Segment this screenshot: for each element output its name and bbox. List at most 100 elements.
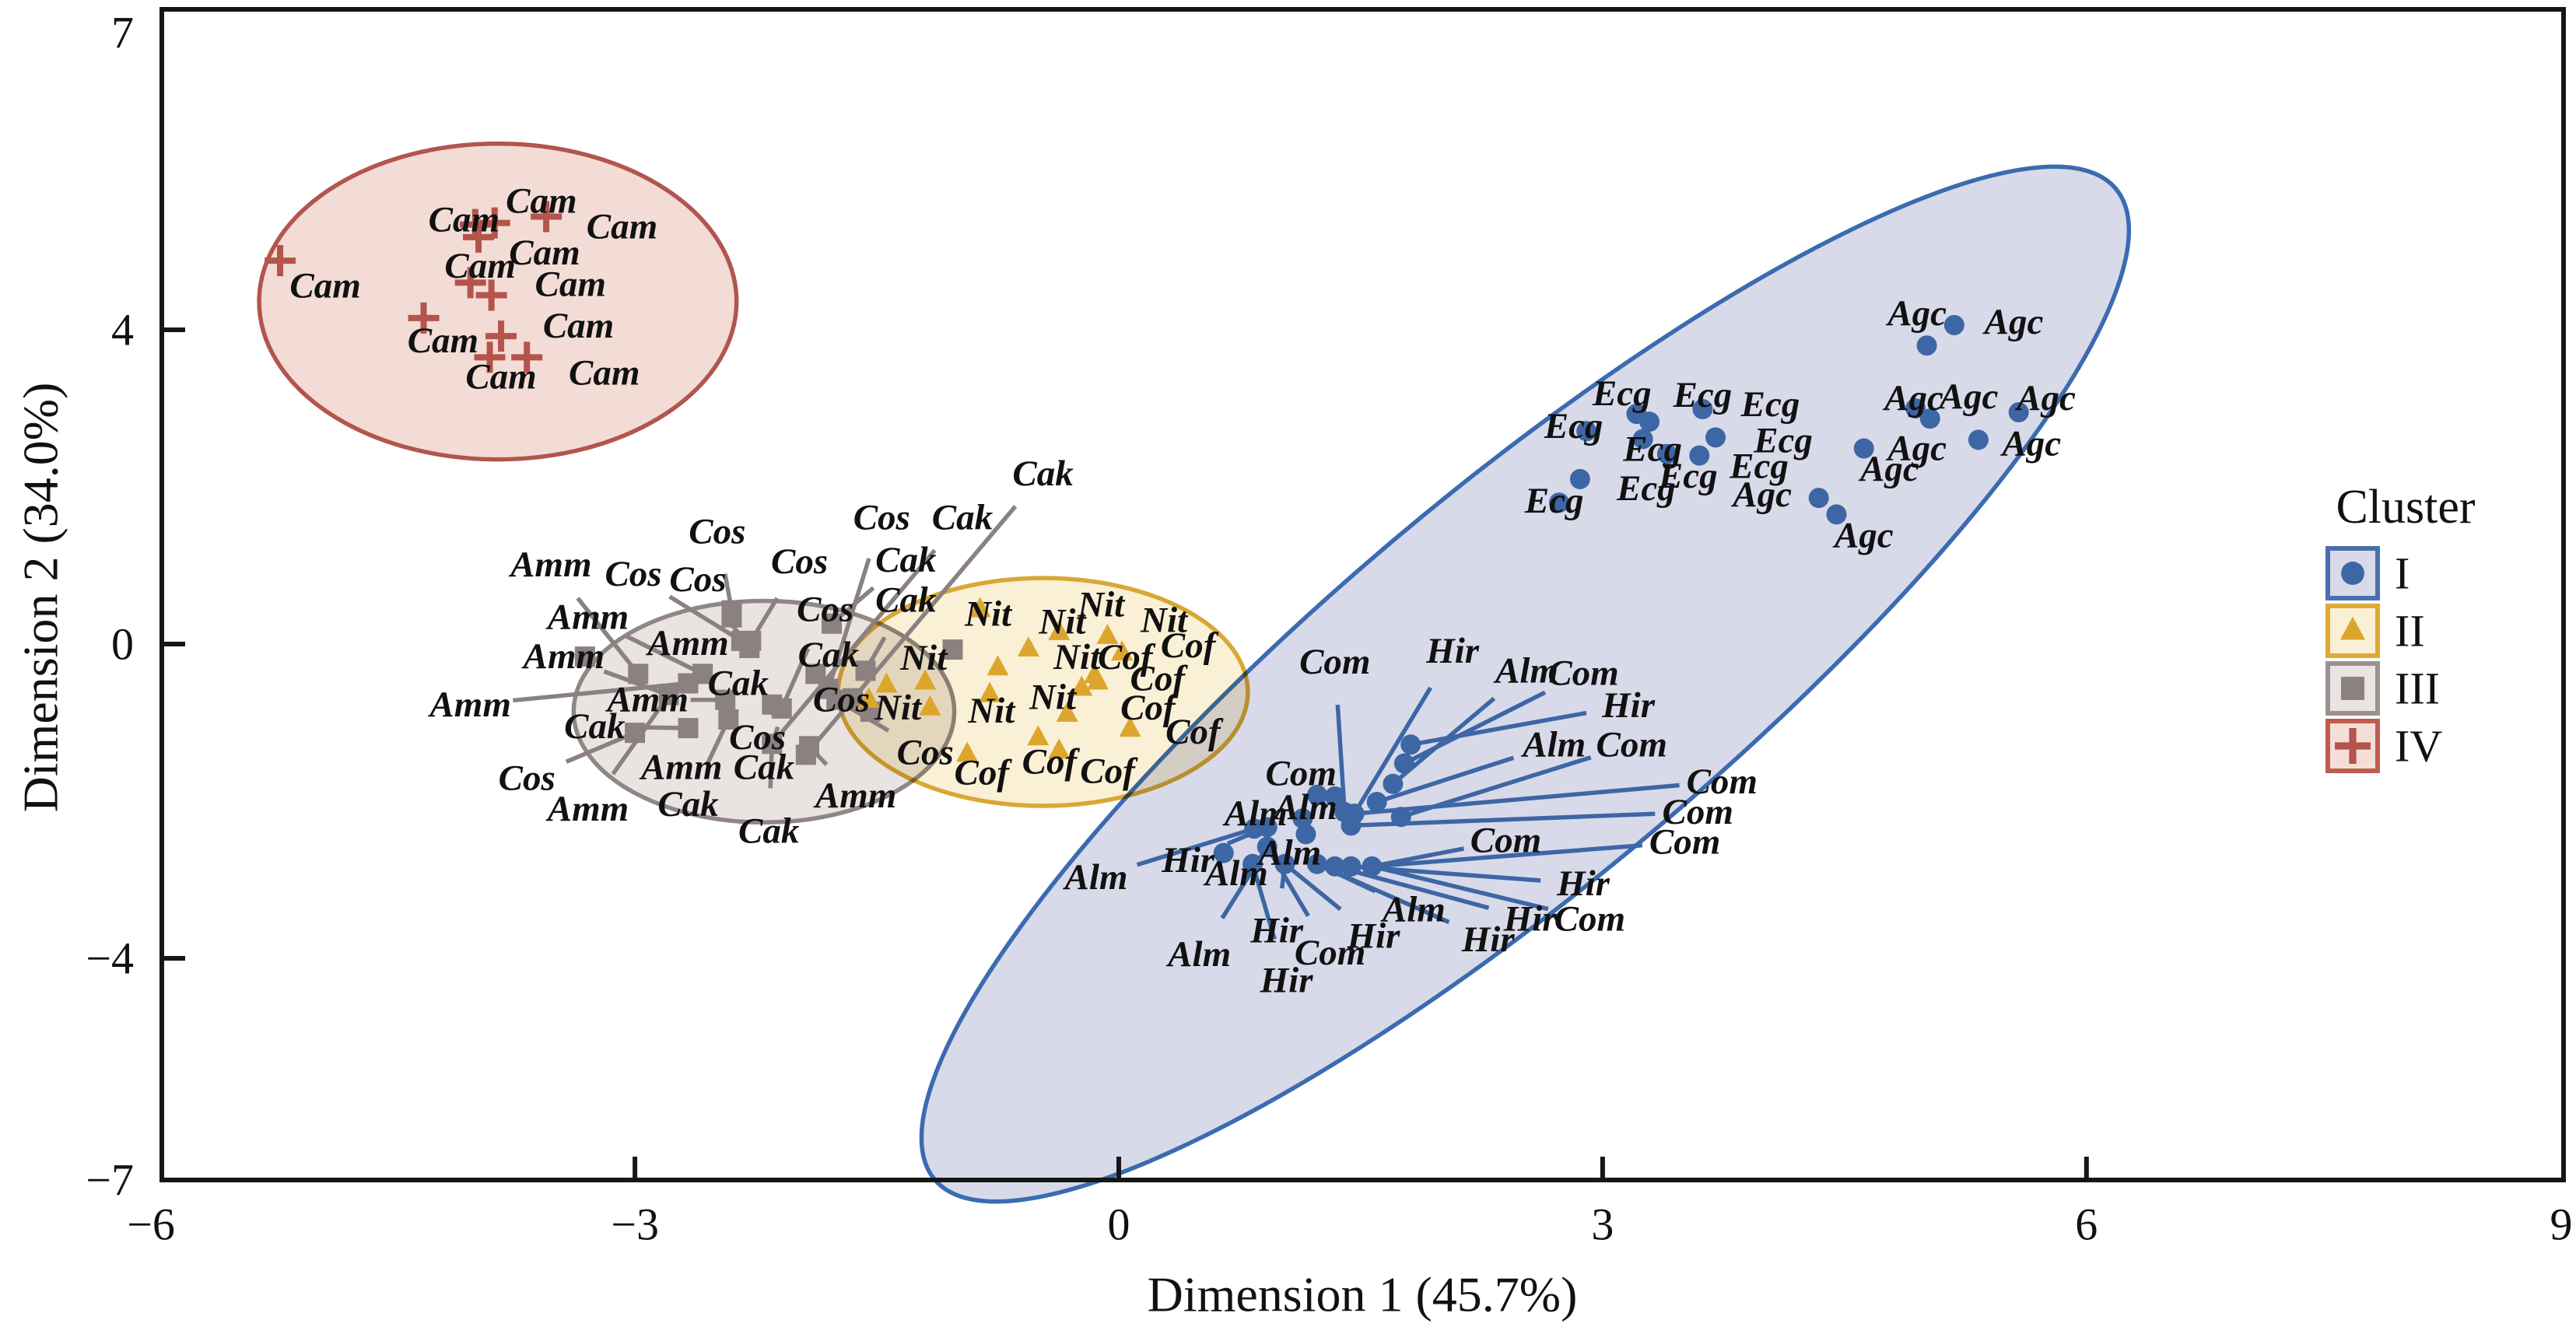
point-label-I: Hir (1260, 960, 1314, 1000)
triangle-marker-icon (1071, 675, 1093, 696)
point-label-III: Amm (521, 636, 605, 677)
y-tick-label: 4 (111, 305, 134, 355)
point-label-III: Amm (508, 544, 591, 585)
point-label-III: Cos (813, 680, 870, 720)
point-label-I: Agc (1832, 516, 1894, 556)
point-label-IV: Cam (444, 246, 515, 286)
square-marker-icon (574, 646, 595, 667)
circle-marker-icon (1383, 773, 1404, 794)
point-label-I: Ecg (1592, 373, 1652, 414)
leader-line-III (668, 594, 735, 638)
square-marker-icon (628, 663, 649, 685)
triangle-marker-icon (919, 695, 941, 716)
point-label-I: Alm (1256, 833, 1321, 874)
point-label-III: Cak (734, 748, 795, 788)
point-label-I: Ecg (1740, 384, 1800, 425)
point-label-III: Cak (1012, 453, 1074, 494)
leader-line-I (1380, 846, 1465, 867)
point-label-IV: Cam (509, 233, 580, 273)
point-label-III: Amm (645, 623, 728, 663)
point-label-I: Hir (1161, 840, 1215, 881)
circle-marker-icon (1656, 443, 1677, 464)
point-label-III: Cak (932, 497, 994, 537)
leader-line-I (1335, 704, 1347, 804)
point-label-I: Hir (1503, 899, 1558, 940)
point-label-III: Amm (813, 776, 896, 816)
point-label-I: Ecg (1729, 446, 1789, 487)
leader-line-III (768, 753, 774, 789)
point-label-I: Agc (1937, 376, 1999, 417)
circle-marker-icon (2008, 402, 2029, 423)
point-label-II: Nit (1029, 678, 1078, 718)
point-label-I: Com (1547, 653, 1618, 693)
circle-marker-icon (1632, 429, 1653, 450)
point-label-I: Alm (1520, 724, 1586, 765)
square-marker-icon (721, 607, 742, 628)
x-tick-label: 0 (1108, 1199, 1130, 1250)
triangle-marker-icon (987, 655, 1009, 676)
point-label-I: Alm (1493, 650, 1558, 691)
point-label-I: Agc (1885, 429, 1947, 469)
point-label-I: Agc (1730, 474, 1792, 515)
point-label-IV: Cam (534, 264, 605, 304)
square-marker-icon (795, 744, 816, 765)
circle-marker-icon (2341, 562, 2364, 585)
point-label-I: Hir (1425, 631, 1480, 671)
point-label-II: Cof (1165, 712, 1224, 752)
circle-marker-icon (1306, 784, 1327, 805)
circle-marker-icon (1548, 492, 1569, 513)
leader-line-I (1360, 811, 1656, 828)
point-label-III: Cos (605, 554, 661, 594)
point-label-I: Com (1649, 822, 1720, 863)
leader-line-I (1380, 866, 1549, 912)
leader-line-III (783, 647, 811, 701)
point-label-I: Ecg (1544, 406, 1603, 446)
point-label-I: Agc (2014, 378, 2076, 418)
point-label-I: Com (1554, 899, 1625, 940)
cross-marker-icon (454, 267, 486, 299)
point-label-III: Cos (853, 497, 910, 537)
point-label-IV: Cam (429, 200, 499, 240)
point-label-II: Cof (1130, 658, 1189, 699)
leader-line-III (576, 597, 634, 668)
point-label-I: Alm (1062, 857, 1127, 898)
circle-marker-icon (1826, 504, 1847, 525)
point-label-I: Hir (1601, 685, 1656, 726)
triangle-marker-icon (1056, 701, 1078, 722)
square-marker-icon (942, 639, 963, 660)
circle-marker-icon (1292, 808, 1313, 829)
y-axis-title: Dimension 2 (34.0%) (13, 383, 68, 813)
square-marker-icon (771, 698, 792, 719)
point-label-I: Com (1470, 821, 1541, 861)
point-label-I: Hir (1249, 911, 1304, 951)
x-tick-label: −3 (611, 1199, 659, 1250)
circle-marker-icon (1692, 399, 1713, 420)
square-marker-icon (762, 734, 783, 755)
point-label-IV: Cam (408, 320, 478, 361)
point-label-III: Cos (729, 717, 786, 758)
point-label-III: Cak (798, 635, 860, 675)
triangle-marker-icon (875, 672, 898, 693)
point-label-III: Cos (771, 541, 828, 582)
leader-line-III (776, 548, 937, 738)
point-label-I: Alm (1222, 793, 1288, 834)
leader-line-III (704, 727, 727, 767)
point-label-I: Agc (1858, 449, 1919, 489)
triangle-marker-icon (1119, 716, 1141, 737)
point-label-II: Cof (1080, 751, 1138, 792)
circle-marker-icon (1705, 427, 1726, 448)
circle-marker-icon (1919, 408, 1940, 429)
leader-line-I (1385, 755, 1515, 801)
triangle-marker-icon (857, 687, 880, 708)
cross-marker-icon (531, 201, 563, 233)
cross-marker-icon (475, 279, 507, 311)
point-label-II: Nit (899, 638, 948, 678)
point-label-I: Com (1266, 754, 1337, 794)
point-label-II: Nit (1077, 585, 1126, 625)
point-label-I: Ecg (1753, 420, 1813, 460)
leader-line-I (1280, 873, 1286, 889)
point-label-III: Amm (427, 685, 510, 725)
point-label-II: Cof (955, 753, 1013, 793)
